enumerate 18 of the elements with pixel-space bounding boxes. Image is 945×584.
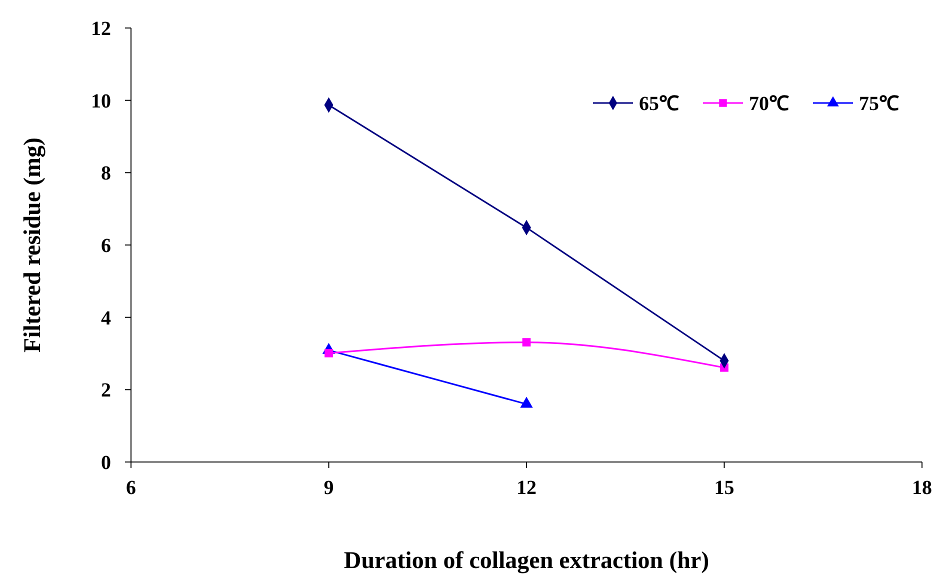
legend-label: 65℃ xyxy=(639,93,679,115)
point xyxy=(522,338,531,346)
x-tick-label: 9 xyxy=(324,477,334,499)
y-tick-label: 4 xyxy=(101,307,111,330)
legend-label: 70℃ xyxy=(749,93,789,115)
y-axis-title: Filtered residue (mg) xyxy=(20,137,46,353)
y-tick-label: 2 xyxy=(101,380,111,402)
y-tick-label: 12 xyxy=(91,18,111,40)
x-tick-label: 12 xyxy=(516,477,536,499)
y-tick-label: 0 xyxy=(101,452,111,474)
x-tick-label: 6 xyxy=(126,477,136,499)
legend-label: 75℃ xyxy=(859,93,899,115)
x-tick-label: 15 xyxy=(714,477,734,499)
y-tick-label: 10 xyxy=(91,90,111,112)
y-tick-label: 6 xyxy=(101,235,111,257)
x-axis-title: Duration of collagen extraction (hr) xyxy=(344,548,710,574)
y-tick-label: 8 xyxy=(101,162,111,185)
x-tick-label: 18 xyxy=(912,477,932,499)
